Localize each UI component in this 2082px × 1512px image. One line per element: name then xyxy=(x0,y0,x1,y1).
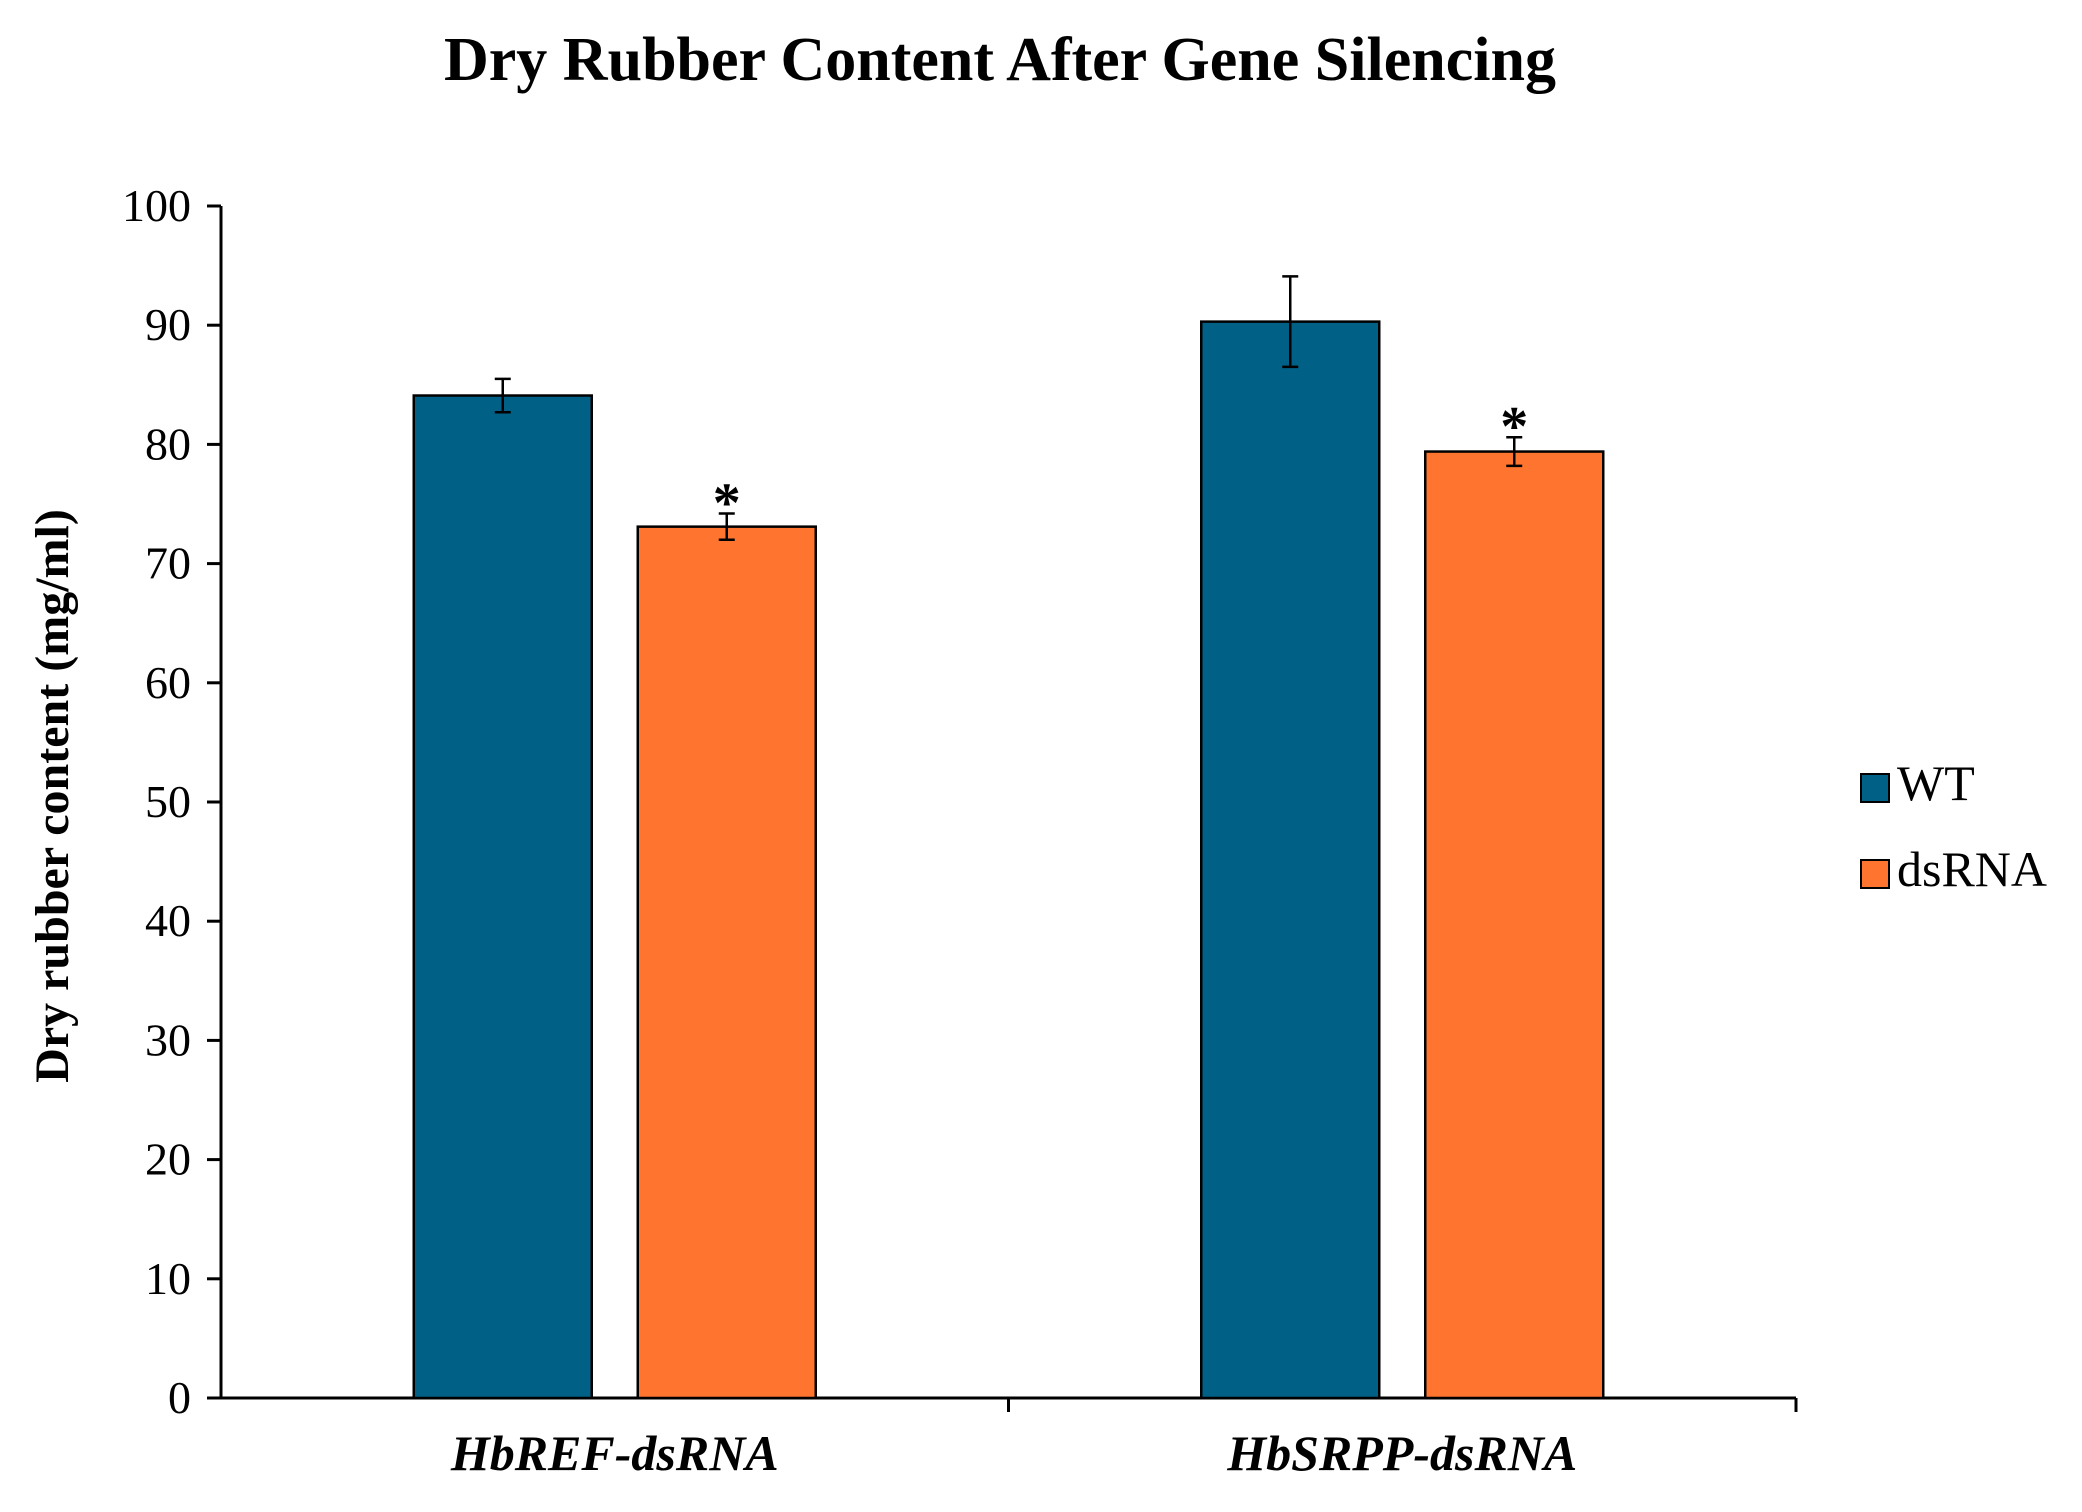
y-axis-label: Dry rubber content (mg/ml) xyxy=(26,509,79,1083)
legend-label-wt: WT xyxy=(1897,755,1975,811)
bar-wt-2 xyxy=(1200,320,1381,1400)
bars: ** xyxy=(412,275,1605,1400)
y-tick-label: 90 xyxy=(145,299,191,350)
significance-marker: * xyxy=(713,473,741,535)
legend-label-dsrna: dsRNA xyxy=(1897,841,2047,897)
legend: WT dsRNA xyxy=(1860,755,2047,897)
chart-title: Dry Rubber Content After Gene Silencing xyxy=(444,26,1556,94)
significance-marker: * xyxy=(1500,396,1528,458)
x-category-label: HbREF-dsRNA xyxy=(450,1425,779,1481)
legend-swatch-dsrna xyxy=(1860,859,1890,889)
y-tick-label: 70 xyxy=(145,538,191,589)
bar-wt-1 xyxy=(412,394,593,1400)
legend-swatch-wt xyxy=(1860,773,1890,803)
y-tick-label: 10 xyxy=(145,1253,191,1304)
y-tick-label: 0 xyxy=(168,1372,191,1423)
bar-dsrna-1 xyxy=(636,525,817,1400)
y-tick-label: 50 xyxy=(145,776,191,827)
bar-dsrna-2 xyxy=(1424,450,1605,1400)
y-tick-label: 30 xyxy=(145,1014,191,1065)
y-tick-label: 80 xyxy=(145,418,191,469)
y-tick-label: 20 xyxy=(145,1134,191,1185)
axes: 0 10 20 30 40 50 60 70 80 90 100 HbREF-dsRNA HbSRPP-… xyxy=(122,180,1798,1481)
y-tick-label: 100 xyxy=(122,180,191,231)
y-tick-label: 40 xyxy=(145,895,191,946)
x-category-label: HbSRPP-dsRNA xyxy=(1226,1425,1577,1481)
y-tick-label: 60 xyxy=(145,657,191,708)
